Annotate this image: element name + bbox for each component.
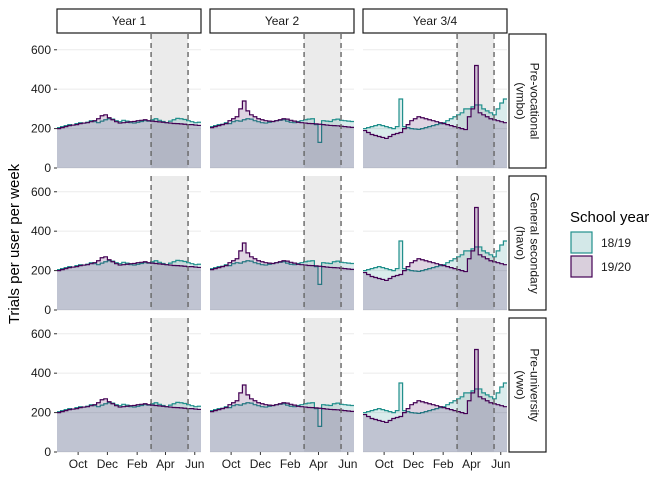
series-area-19/20: [363, 349, 507, 452]
y-tick-label: 400: [31, 366, 51, 380]
panel-2-1: Oct Dec Feb Apr Jun: [210, 318, 357, 471]
legend-key: [570, 231, 593, 254]
row-strip-label-line: (vwo): [514, 370, 528, 399]
series-line-19/20: [57, 256, 201, 272]
panel-1-2: [363, 176, 507, 311]
series-line-19/20: [363, 348, 507, 424]
x-tick-label: Feb: [280, 457, 301, 471]
y-tick-label: 200: [31, 406, 51, 420]
lockdown-region: [304, 318, 342, 452]
legend-title: School year: [570, 209, 649, 226]
series-area-19/20: [210, 243, 354, 310]
series-line-19/20: [210, 384, 354, 413]
row-strip-label: General secondary(havo): [514, 192, 542, 293]
series-line-19/20: [57, 114, 201, 130]
panel-0-2: [363, 34, 507, 169]
lockdown-region: [151, 34, 189, 168]
y-tick-label: 600: [31, 43, 51, 57]
column-strip-label: Year 2: [265, 14, 300, 28]
series-line-19/20: [210, 100, 354, 129]
panel-2-2: Oct Dec Feb Apr Jun: [363, 318, 510, 471]
x-tick-label: Jun: [491, 457, 510, 471]
series-area-19/20: [363, 65, 507, 168]
lockdown-region: [457, 318, 495, 452]
row-strip-label-line: Pre-university: [528, 348, 542, 421]
series-area-19/20: [363, 207, 507, 310]
series-area-19/20: [57, 256, 201, 310]
legend: School year 18/19 19/20: [570, 209, 649, 278]
legend-label: 19/20: [601, 260, 631, 274]
lockdown-region: [304, 176, 342, 310]
y-tick-label: 0: [44, 445, 51, 459]
series-area-18/19: [57, 118, 201, 168]
x-tick-label: Oct: [69, 457, 88, 471]
y-tick-label: 0: [44, 161, 51, 175]
series-line-19/20: [363, 206, 507, 282]
y-axis-title: Trials per user per week: [6, 163, 23, 324]
series-area-19/20: [57, 114, 201, 168]
x-tick-label: Oct: [222, 457, 241, 471]
series-area-18/19: [57, 402, 201, 452]
y-tick-label: 600: [31, 185, 51, 199]
x-tick-label: Jun: [338, 457, 357, 471]
legend-key: [570, 255, 593, 278]
panel-2-0: Oct Dec Feb Apr Jun: [57, 318, 204, 471]
column-strip-label: Year 3/4: [413, 14, 458, 28]
series-line-19/20: [363, 64, 507, 140]
row-strip-label-line: General secondary: [528, 192, 542, 293]
row-strip: [508, 175, 547, 311]
column-strip: [362, 8, 508, 34]
series-line-18/19: [363, 240, 507, 272]
x-tick-label: Apr: [156, 457, 175, 471]
y-tick-label: 600: [31, 327, 51, 341]
panel-0-0: [57, 34, 201, 169]
row-strip-label-line: (vmbo): [514, 82, 528, 119]
y-tick-label: 0: [44, 303, 51, 317]
series-area-19/20: [57, 398, 201, 452]
x-tick-label: Dec: [403, 457, 424, 471]
lockdown-region: [151, 176, 189, 310]
column-strip-label: Year 1: [112, 14, 147, 28]
series-area-19/20: [210, 385, 354, 452]
row-strip-label-line: Pre-vocational: [528, 63, 542, 140]
y-tick-label: 400: [31, 82, 51, 96]
x-tick-label: Oct: [375, 457, 394, 471]
series-line-18/19: [363, 98, 507, 130]
row-strip: [508, 317, 547, 453]
panel-1-1: [210, 176, 354, 311]
lockdown-region: [457, 176, 495, 310]
x-tick-label: Dec: [97, 457, 118, 471]
x-tick-label: Jun: [185, 457, 204, 471]
row-strip-label: Pre-vocational(vmbo): [514, 63, 542, 140]
x-tick-label: Feb: [127, 457, 148, 471]
panel-1-0: [57, 176, 201, 311]
series-line-19/20: [210, 242, 354, 271]
series-area-18/19: [57, 260, 201, 310]
lockdown-region: [304, 34, 342, 168]
x-tick-label: Apr: [309, 457, 328, 471]
y-tick-label: 400: [31, 224, 51, 238]
column-strip: [56, 8, 202, 34]
row-strip: [508, 33, 547, 169]
panel-0-1: [210, 34, 354, 169]
series-line-19/20: [57, 398, 201, 414]
x-tick-label: Feb: [433, 457, 454, 471]
column-strip: [209, 8, 355, 34]
row-strip-label-line: (havo): [514, 226, 528, 260]
lockdown-region: [457, 34, 495, 168]
row-strip-label: Pre-university(vwo): [514, 348, 542, 421]
x-tick-label: Dec: [250, 457, 271, 471]
panel-grid: Year 1 Year 2 Year 3/4 Pre-vocational(vmbo)…: [31, 8, 547, 471]
series-area-19/20: [210, 101, 354, 168]
series-line-18/19: [363, 382, 507, 414]
y-tick-label: 200: [31, 122, 51, 136]
legend-label: 18/19: [601, 236, 631, 250]
x-tick-label: Apr: [462, 457, 481, 471]
lockdown-region: [151, 318, 189, 452]
y-tick-label: 200: [31, 264, 51, 278]
